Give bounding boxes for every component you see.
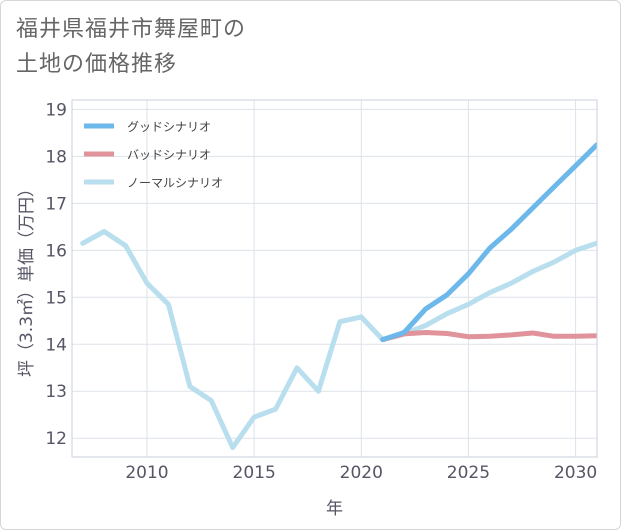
y-tick-label: 13 — [45, 382, 67, 402]
series-line-2 — [380, 330, 597, 343]
plot-area — [72, 100, 597, 457]
y-tick-label: 19 — [45, 100, 67, 120]
y-tick-label: 17 — [45, 194, 67, 214]
x-axis-title: 年 — [326, 499, 343, 519]
y-tick-label: 18 — [45, 147, 67, 167]
x-tick-label: 2020 — [340, 463, 383, 483]
y-axis-title: 坪（3.3㎡）単価（万円） — [17, 180, 37, 377]
legend-label: ノーマルシナリオ — [127, 176, 223, 190]
y-tick-label: 16 — [45, 241, 67, 261]
y-tick-label: 15 — [45, 288, 67, 308]
chart-title-line-1: 福井県福井市舞屋町の — [16, 17, 247, 42]
y-tick-label: 12 — [45, 429, 67, 449]
chart-title: 福井県福井市舞屋町の 土地の価格推移 — [16, 12, 246, 82]
x-tick-label: 2010 — [125, 463, 168, 483]
x-tick-label: 2015 — [233, 463, 276, 483]
axes: 2010 2015 2020 2025 2030 12 13 14 15 16 17 18 19 — [45, 99, 598, 483]
series-line-1 — [380, 142, 597, 343]
x-tick-label: 2030 — [554, 463, 597, 483]
chart-title-line-2: 土地の価格推移 — [16, 52, 178, 77]
legend-label: バッドシナリオ — [127, 148, 211, 162]
x-tick-label: 2025 — [447, 463, 490, 483]
series-line-3 — [80, 229, 597, 451]
series-layer — [80, 142, 597, 451]
legend-label: グッドシナリオ — [127, 120, 211, 134]
plot-frame — [71, 99, 598, 458]
y-tick-label: 14 — [45, 335, 67, 355]
